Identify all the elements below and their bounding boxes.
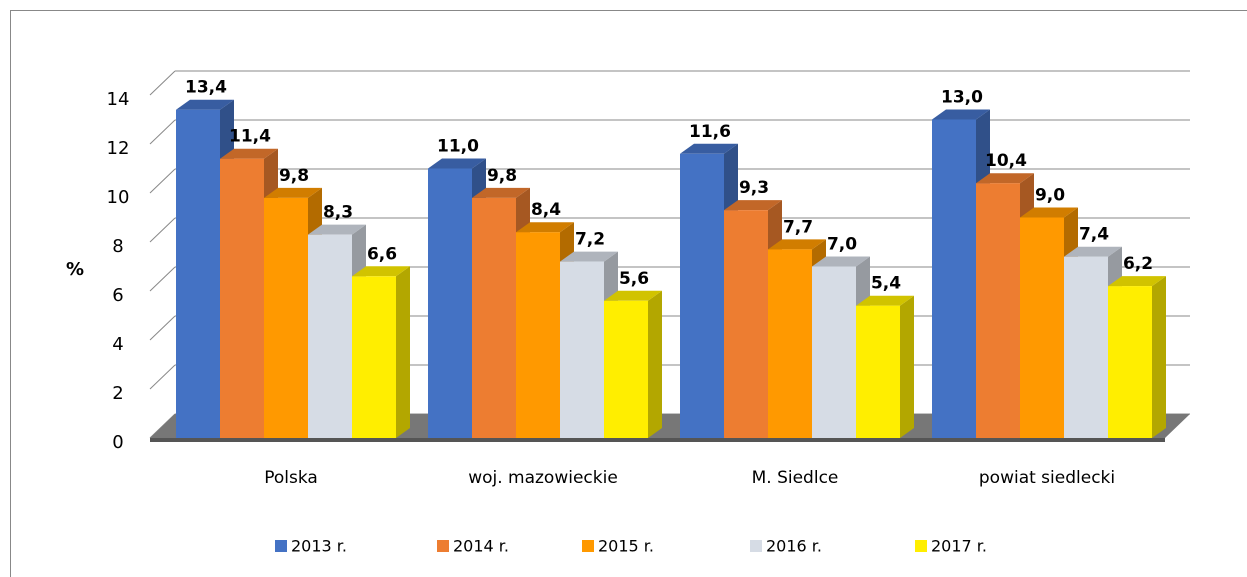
bar bbox=[516, 232, 560, 438]
y-tick-label: 0 bbox=[112, 432, 123, 453]
bar bbox=[812, 266, 856, 438]
chart-border bbox=[10, 10, 1247, 577]
legend-swatch bbox=[437, 540, 449, 552]
y-tick-label: 6 bbox=[112, 285, 123, 306]
bar-top bbox=[428, 158, 486, 169]
bar bbox=[976, 183, 1020, 438]
bar-side bbox=[1152, 276, 1166, 438]
grid-line bbox=[149, 315, 176, 341]
data-label: 9,0 bbox=[1035, 186, 1065, 206]
bar-top bbox=[724, 200, 782, 211]
y-tick-label: 2 bbox=[112, 383, 123, 404]
data-label: 9,8 bbox=[279, 166, 309, 186]
data-label: 7,4 bbox=[1079, 225, 1109, 245]
data-label: 11,4 bbox=[229, 127, 271, 147]
bar-side bbox=[900, 295, 914, 438]
bar-top bbox=[264, 187, 322, 198]
y-tick-label: 8 bbox=[112, 236, 123, 257]
grid-line bbox=[149, 364, 176, 390]
bar-top bbox=[856, 295, 914, 306]
bar-top bbox=[812, 256, 870, 267]
bar-top bbox=[932, 109, 990, 120]
bar-side bbox=[648, 290, 662, 438]
bar-top bbox=[560, 251, 618, 262]
bar-top bbox=[1064, 246, 1122, 257]
data-label: 11,6 bbox=[689, 122, 731, 142]
bar-top bbox=[176, 99, 234, 110]
bar bbox=[220, 158, 264, 438]
bar-top bbox=[768, 239, 826, 250]
bar-top bbox=[472, 187, 530, 198]
data-label: 10,4 bbox=[985, 151, 1027, 171]
data-label: 6,2 bbox=[1123, 254, 1153, 274]
data-label: 8,4 bbox=[531, 200, 561, 220]
bar bbox=[352, 276, 396, 438]
grid-line bbox=[149, 70, 176, 96]
legend-label: 2015 r. bbox=[598, 537, 654, 556]
bar bbox=[932, 119, 976, 438]
bar-top bbox=[604, 290, 662, 301]
bar bbox=[308, 234, 352, 438]
y-tick-label: 14 bbox=[107, 89, 130, 110]
legend-label: 2014 r. bbox=[453, 537, 509, 556]
data-label: 11,0 bbox=[437, 137, 479, 157]
bar-side bbox=[396, 266, 410, 438]
grid-line bbox=[149, 217, 176, 243]
legend-label: 2013 r. bbox=[291, 537, 347, 556]
data-label: 9,8 bbox=[487, 166, 517, 186]
x-tick-label: powiat siedlecki bbox=[979, 468, 1115, 488]
bar bbox=[604, 300, 648, 438]
data-label: 7,2 bbox=[575, 230, 605, 250]
legend-swatch bbox=[915, 540, 927, 552]
data-label: 9,3 bbox=[739, 178, 769, 198]
x-tick-label: M. Siedlce bbox=[752, 468, 839, 488]
bar-top bbox=[976, 173, 1034, 184]
bar-top bbox=[308, 224, 366, 235]
data-label: 6,6 bbox=[367, 244, 397, 264]
floor-front bbox=[150, 438, 1165, 442]
bar bbox=[768, 249, 812, 438]
bar-top bbox=[220, 148, 278, 159]
data-label: 13,4 bbox=[185, 78, 227, 98]
bar-top bbox=[1108, 276, 1166, 287]
bar bbox=[472, 197, 516, 438]
data-label: 5,6 bbox=[619, 269, 649, 289]
legend-label: 2016 r. bbox=[766, 537, 822, 556]
y-tick-label: 4 bbox=[112, 334, 123, 355]
data-label: 7,0 bbox=[827, 235, 857, 255]
bar bbox=[856, 305, 900, 438]
x-tick-label: woj. mazowieckie bbox=[468, 468, 618, 488]
grid-line bbox=[149, 119, 176, 145]
bar bbox=[724, 210, 768, 438]
grid-line bbox=[149, 168, 176, 194]
y-tick-label: 10 bbox=[107, 187, 130, 208]
x-tick-label: Polska bbox=[264, 468, 318, 488]
bar bbox=[1020, 217, 1064, 438]
bar-top bbox=[516, 222, 574, 233]
y-axis-label: % bbox=[66, 259, 84, 280]
legend-label: 2017 r. bbox=[931, 537, 987, 556]
bar bbox=[1064, 256, 1108, 438]
legend-swatch bbox=[275, 540, 287, 552]
bar bbox=[264, 197, 308, 438]
bar-top bbox=[680, 143, 738, 154]
data-label: 13,0 bbox=[941, 88, 983, 108]
bar bbox=[560, 261, 604, 438]
grid-line bbox=[149, 266, 176, 292]
bar bbox=[428, 168, 472, 438]
legend-swatch bbox=[750, 540, 762, 552]
bar bbox=[1108, 286, 1152, 438]
bar bbox=[680, 153, 724, 439]
data-label: 7,7 bbox=[783, 217, 813, 237]
data-label: 5,4 bbox=[871, 274, 901, 294]
bar-top bbox=[1020, 207, 1078, 218]
legend-swatch bbox=[582, 540, 594, 552]
y-tick-label: 12 bbox=[107, 138, 130, 159]
bar-top bbox=[352, 266, 410, 277]
bar bbox=[176, 109, 220, 438]
data-label: 8,3 bbox=[323, 203, 353, 223]
